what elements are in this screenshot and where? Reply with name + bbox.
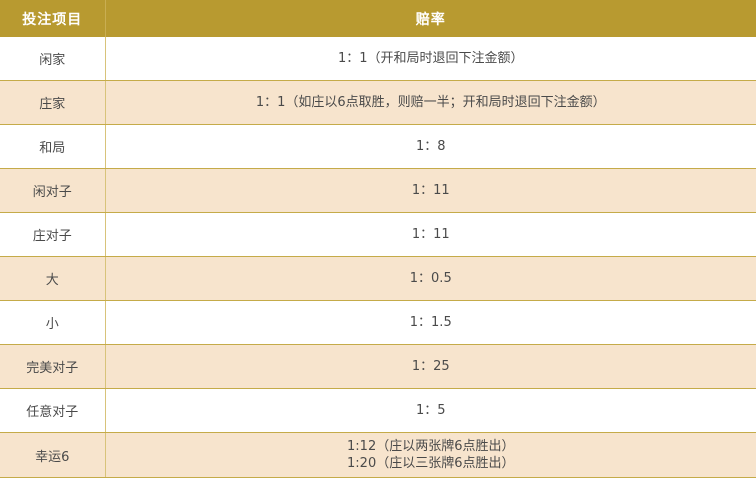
odds-cell: 1：0.5	[105, 256, 756, 301]
odds-cell: 1：1（开和局时退回下注金额）	[105, 37, 756, 81]
table-row: 大 1：0.5	[0, 256, 756, 301]
odds-line: 1：1（开和局时退回下注金额）	[337, 51, 524, 66]
table-row: 任意对子 1：5	[0, 388, 756, 433]
table-header-row: 投注项目 赔率	[0, 0, 756, 37]
odds-line: 1：1（如庄以6点取胜，则赔一半；开和局时退回下注金额）	[255, 95, 606, 110]
odds-cell: 1：5	[105, 388, 756, 433]
odds-line: 1:20（庄以三张牌6点胜出）	[347, 456, 515, 471]
odds-cell: 1：11	[105, 168, 756, 213]
table-row: 小 1：1.5	[0, 300, 756, 345]
odds-cell: 1：8	[105, 124, 756, 169]
bet-item-cell: 闲家	[0, 37, 106, 81]
bet-item-cell: 完美对子	[0, 344, 106, 389]
table-header: 投注项目 赔率	[0, 0, 756, 37]
odds-line: 1：25	[411, 359, 450, 374]
table-row: 幸运6 1:12（庄以两张牌6点胜出） 1:20（庄以三张牌6点胜出）	[0, 432, 756, 478]
bet-item-cell: 大	[0, 256, 106, 301]
odds-line: 1：8	[415, 139, 446, 154]
bet-item-cell: 幸运6	[0, 432, 106, 478]
odds-cell: 1：1.5	[105, 300, 756, 345]
table-row: 闲家 1：1（开和局时退回下注金额）	[0, 37, 756, 81]
column-header-bet-item: 投注项目	[0, 0, 106, 37]
odds-line: 1：11	[411, 183, 450, 198]
odds-cell: 1：25	[105, 344, 756, 389]
table-body: 闲家 1：1（开和局时退回下注金额） 庄家 1：1（如庄以6点取胜，则赔一半；开和局时…	[0, 37, 756, 478]
bet-item-cell: 和局	[0, 124, 106, 169]
odds-line: 1:12（庄以两张牌6点胜出）	[347, 439, 515, 454]
table-row: 闲对子 1：11	[0, 168, 756, 213]
odds-line: 1：5	[415, 403, 446, 418]
table-row: 完美对子 1：25	[0, 344, 756, 389]
bet-item-cell: 闲对子	[0, 168, 106, 213]
table-row: 和局 1：8	[0, 124, 756, 169]
bet-item-cell: 庄对子	[0, 212, 106, 257]
column-header-odds: 赔率	[105, 0, 756, 37]
odds-line: 1：11	[411, 227, 450, 242]
odds-cell: 1：11	[105, 212, 756, 257]
bet-item-cell: 庄家	[0, 80, 106, 125]
bet-item-cell: 任意对子	[0, 388, 106, 433]
table-row: 庄对子 1：11	[0, 212, 756, 257]
odds-line: 1：0.5	[409, 271, 452, 286]
odds-cell: 1:12（庄以两张牌6点胜出） 1:20（庄以三张牌6点胜出）	[105, 432, 756, 478]
odds-cell: 1：1（如庄以6点取胜，则赔一半；开和局时退回下注金额）	[105, 80, 756, 125]
odds-line: 1：1.5	[409, 315, 452, 330]
bet-item-cell: 小	[0, 300, 106, 345]
table-row: 庄家 1：1（如庄以6点取胜，则赔一半；开和局时退回下注金额）	[0, 80, 756, 125]
